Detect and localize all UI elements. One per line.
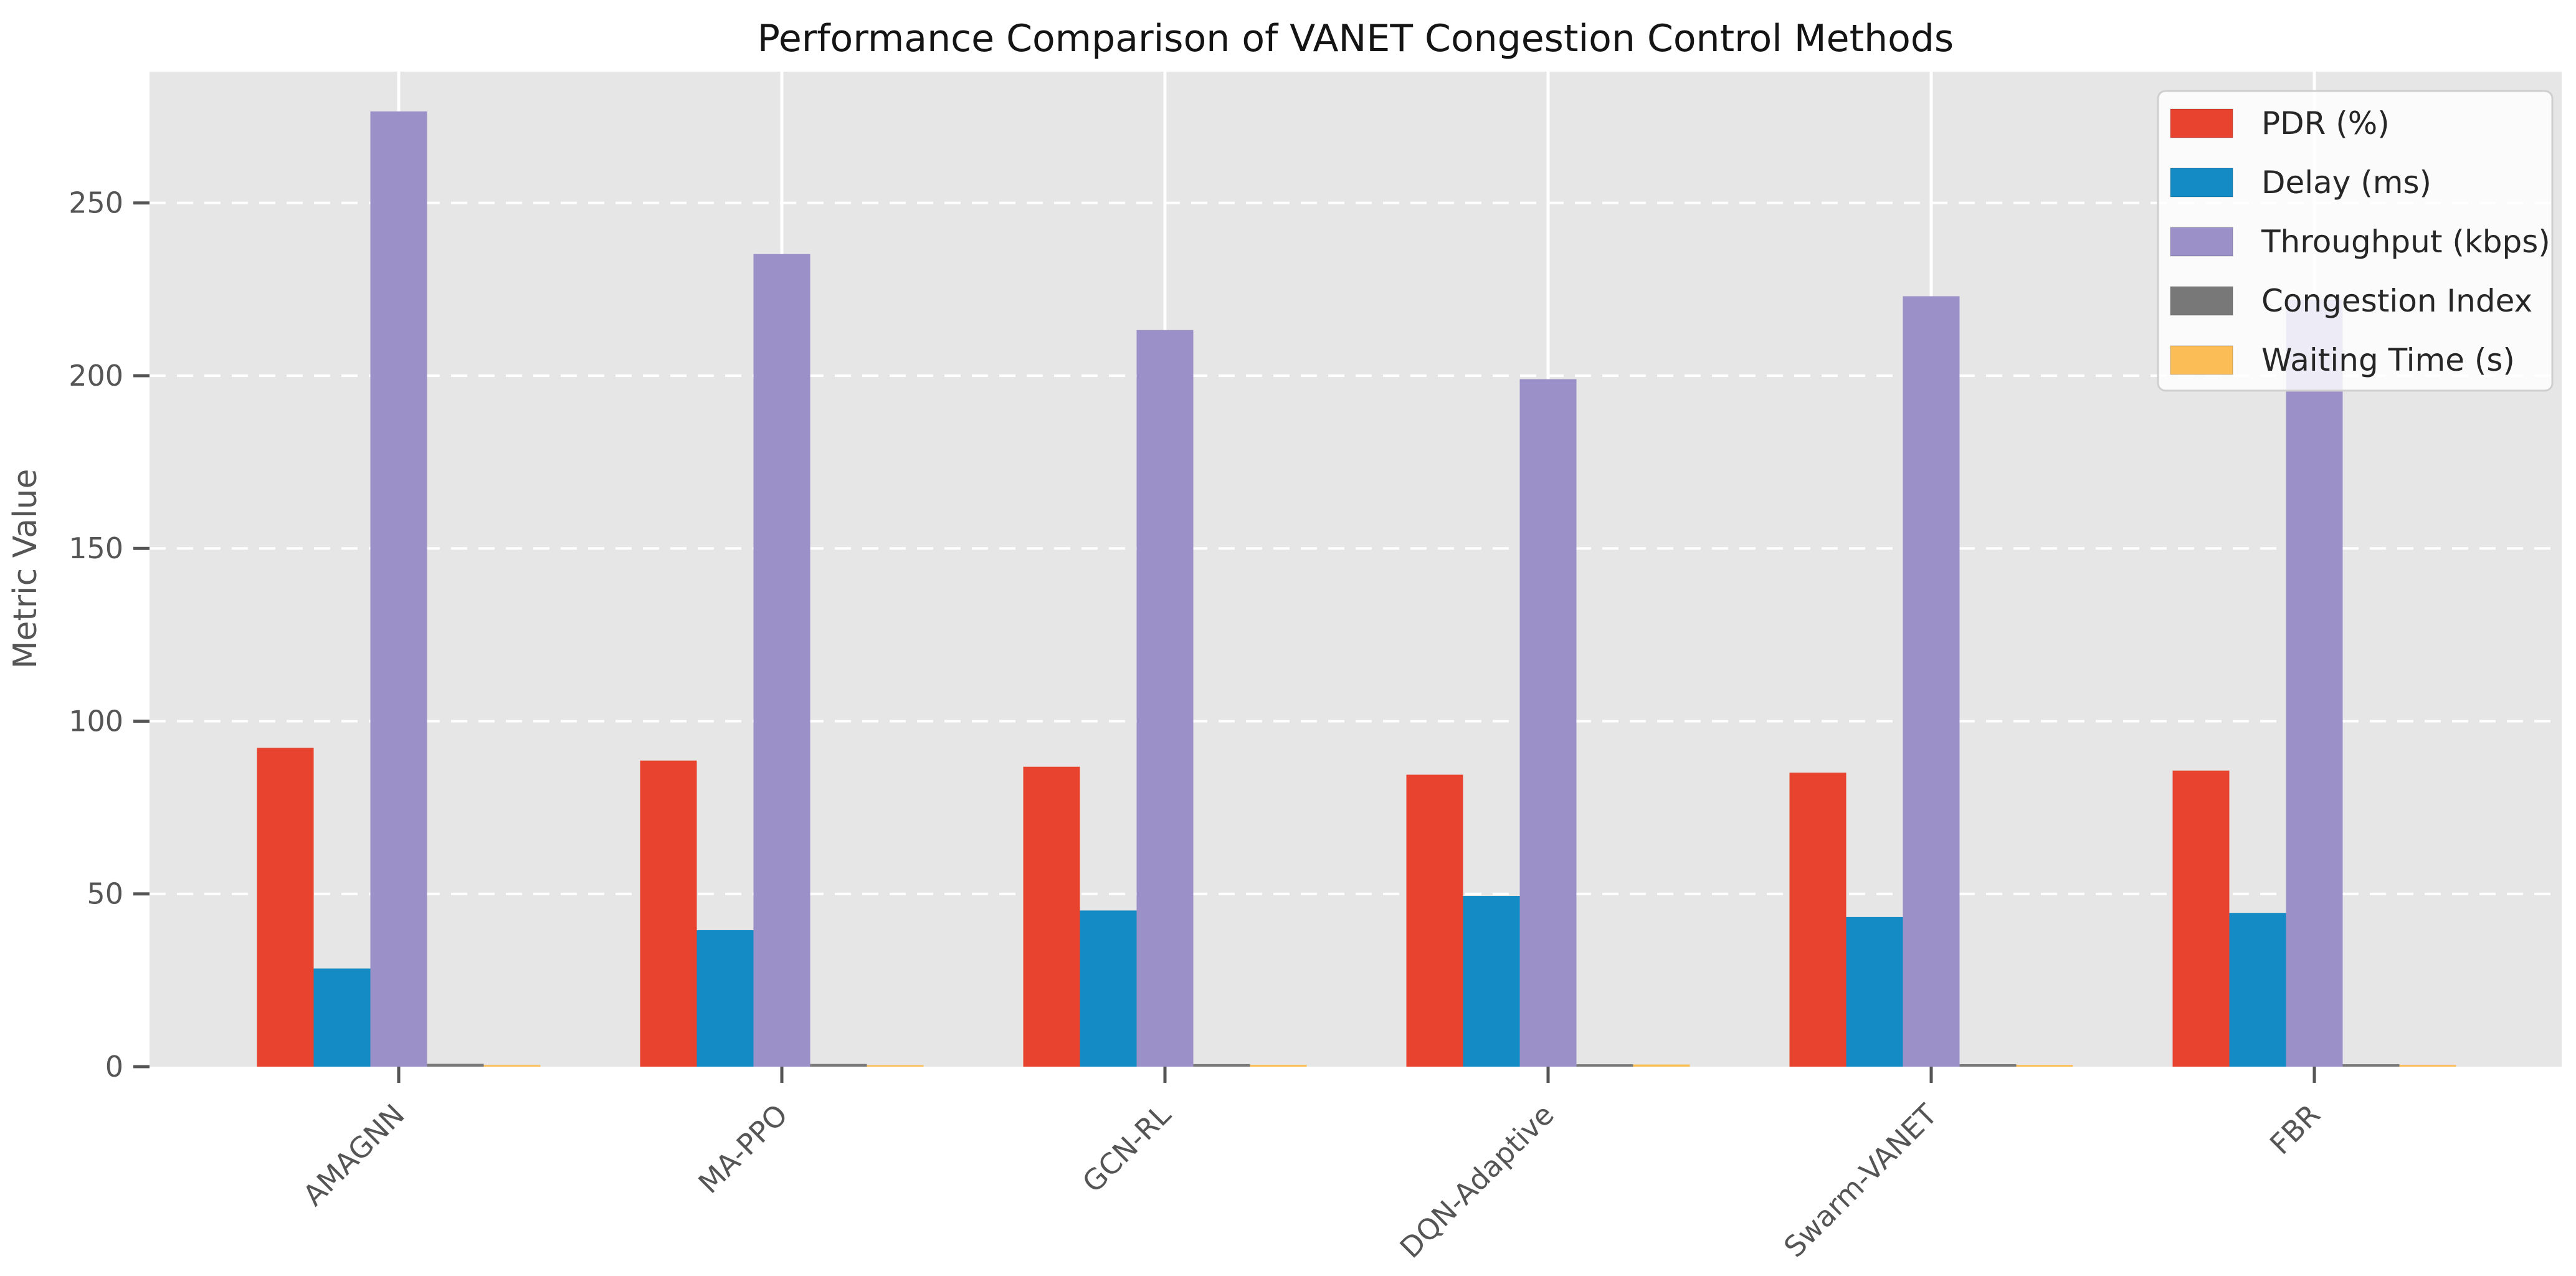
bar-FBR-Throughput (kbps): [2286, 299, 2343, 1067]
legend-label-PDR (%): PDR (%): [2261, 105, 2390, 141]
legend-swatch-Delay (ms): [2170, 168, 2233, 198]
bar-MA-PPO-Throughput (kbps): [753, 254, 810, 1067]
bar-AMAGNN-Waiting Time (s): [483, 1065, 541, 1067]
x-tick-label-MA-PPO: MA-PPO: [692, 1098, 794, 1200]
bar-GCN-RL-PDR (%): [1023, 766, 1080, 1067]
bar-DQN-Adaptive-Throughput (kbps): [1519, 379, 1577, 1067]
legend-label-Delay (ms): Delay (ms): [2261, 164, 2431, 201]
bar-Swarm-VANET-Throughput (kbps): [1903, 296, 1960, 1067]
y-tick-label-250: 250: [69, 186, 123, 220]
y-tick-label-0: 0: [105, 1050, 123, 1083]
bar-FBR-Waiting Time (s): [2399, 1065, 2456, 1067]
bar-AMAGNN-Congestion Index: [427, 1064, 484, 1067]
bar-FBR-PDR (%): [2172, 770, 2230, 1067]
bar-GCN-RL-Waiting Time (s): [1250, 1064, 1307, 1067]
bar-DQN-Adaptive-Delay (ms): [1463, 896, 1520, 1067]
bar-DQN-Adaptive-Waiting Time (s): [1633, 1064, 1690, 1067]
bar-Swarm-VANET-PDR (%): [1789, 773, 1846, 1067]
bar-AMAGNN-PDR (%): [257, 748, 314, 1067]
bar-DQN-Adaptive-PDR (%): [1406, 774, 1463, 1067]
legend-label-Throughput (kbps): Throughput (kbps): [2261, 224, 2550, 260]
bar-MA-PPO-Waiting Time (s): [867, 1065, 924, 1067]
bar-FBR-Congestion Index: [2342, 1064, 2400, 1067]
bar-MA-PPO-PDR (%): [640, 760, 697, 1067]
bar-Swarm-VANET-Delay (ms): [1846, 917, 1903, 1067]
legend: PDR (%) Delay (ms) Throughput (kbps) Conges…: [2157, 90, 2554, 392]
legend-swatch-PDR (%): [2170, 108, 2233, 138]
bars-layer: [257, 111, 2456, 1067]
bar-MA-PPO-Congestion Index: [810, 1064, 867, 1067]
bar-GCN-RL-Delay (ms): [1080, 910, 1137, 1067]
bar-AMAGNN-Delay (ms): [313, 968, 371, 1067]
y-axis-label: Metric Value: [7, 469, 44, 669]
y-tick-label-100: 100: [69, 704, 123, 738]
bar-Swarm-VANET-Waiting Time (s): [2016, 1065, 2073, 1067]
legend-label-Congestion Index: Congestion Index: [2261, 283, 2532, 319]
y-tick-label-150: 150: [69, 531, 123, 565]
y-tick-label-50: 50: [87, 877, 123, 911]
legend-swatch-Throughput (kbps): [2170, 227, 2233, 257]
bar-GCN-RL-Throughput (kbps): [1136, 330, 1194, 1067]
x-tick-label-DQN-Adaptive: DQN-Adaptive: [1394, 1098, 1561, 1265]
y-tick-label-200: 200: [69, 359, 123, 393]
x-tick-label-FBR: FBR: [2263, 1098, 2327, 1161]
bar-DQN-Adaptive-Congestion Index: [1576, 1064, 1633, 1067]
x-tick-label-AMAGNN: AMAGNN: [297, 1098, 411, 1212]
bar-MA-PPO-Delay (ms): [696, 930, 754, 1067]
x-tick-label-Swarm-VANET: Swarm-VANET: [1777, 1097, 1944, 1264]
legend-swatch-Congestion Index: [2170, 286, 2233, 316]
bar-Swarm-VANET-Congestion Index: [1959, 1064, 2017, 1067]
legend-label-Waiting Time (s): Waiting Time (s): [2261, 342, 2515, 378]
bar-FBR-Delay (ms): [2229, 913, 2286, 1067]
x-tick-label-GCN-RL: GCN-RL: [1076, 1097, 1177, 1199]
legend-swatch-Waiting Time (s): [2170, 345, 2233, 375]
bar-GCN-RL-Congestion Index: [1193, 1064, 1250, 1067]
legend-box: [2157, 90, 2554, 392]
bar-AMAGNN-Throughput (kbps): [370, 111, 427, 1067]
chart-title: Performance Comparison of VANET Congesti…: [758, 17, 1954, 60]
